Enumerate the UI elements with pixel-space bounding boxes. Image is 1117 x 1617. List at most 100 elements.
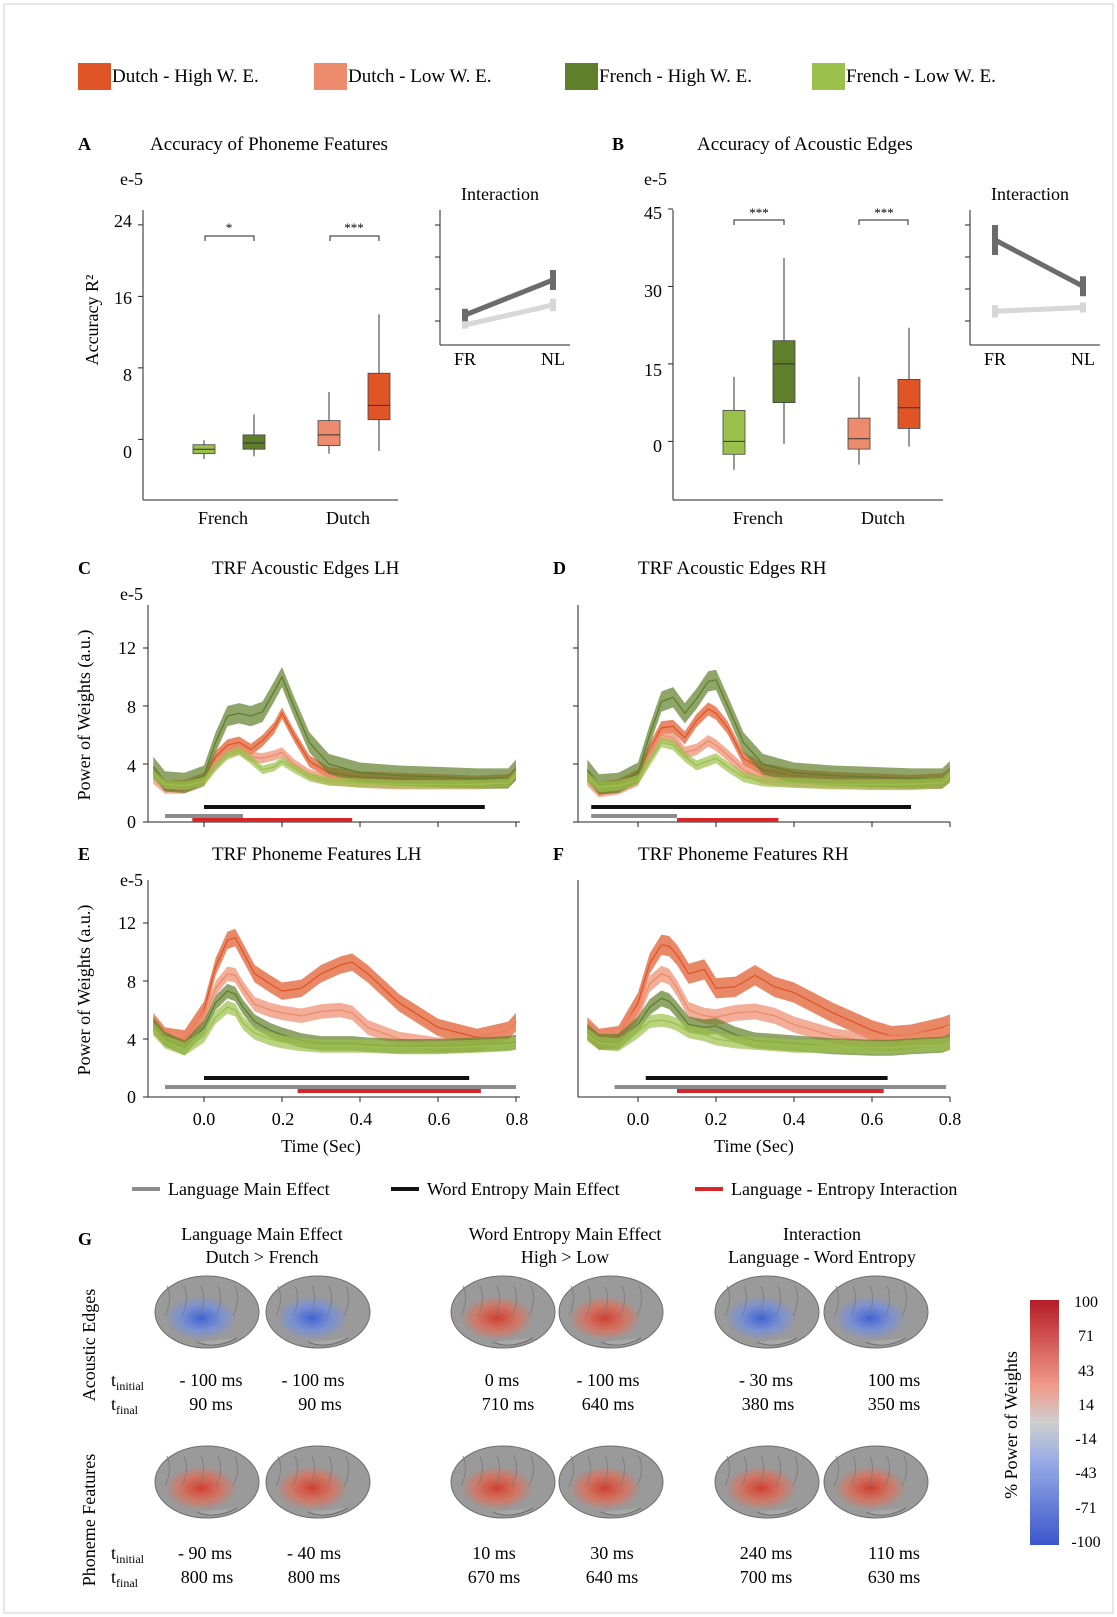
colorbar-tick-71: 71 <box>1078 1328 1094 1345</box>
brain-sulcus-r1-c3-2 <box>494 1285 501 1317</box>
brain-sulcus-r1-c6-3 <box>884 1285 891 1317</box>
r2-c6-final: 630 ms <box>868 1567 921 1587</box>
panel-letter-c: C <box>78 558 91 578</box>
panel-e-ytick-4: 4 <box>127 1030 136 1050</box>
brain-sulcus-r2-c6-1 <box>850 1455 857 1487</box>
r2-c6-initial: 110 ms <box>868 1543 920 1563</box>
brain-cerebellum-r1-c4 <box>600 1337 642 1346</box>
colorbar-tick-minus71: -71 <box>1075 1500 1096 1517</box>
trf-band-3 <box>153 746 517 791</box>
panel-a-exponent: e-5 <box>120 169 143 189</box>
box-body-1 <box>772 340 796 404</box>
brain-activation-r2-c3 <box>461 1466 533 1510</box>
brain-sulcus-r2-c1-2 <box>198 1455 205 1487</box>
panel-letter-d: D <box>553 558 566 578</box>
r2-c4-initial: 30 ms <box>590 1543 634 1563</box>
brain-sulcus-r1-c5-0 <box>724 1285 731 1317</box>
panel-g-col1-line1: Language Main Effect <box>181 1224 343 1244</box>
brain-sulcus-r2-c3-0 <box>460 1455 467 1487</box>
brain-sulcus-r1-c4-0 <box>568 1285 575 1317</box>
trf-band-1 <box>587 965 950 1052</box>
panel-g-col2-line1: Word Entropy Main Effect <box>469 1224 662 1244</box>
brain-r2-c6 <box>823 1445 929 1519</box>
row1-tfinal-label: tfinal <box>111 1394 139 1417</box>
panel-d-title: TRF Acoustic Edges RH <box>638 558 827 579</box>
brain-sulcus-r1-c4-1 <box>585 1285 592 1317</box>
inset-a-lines <box>435 224 556 329</box>
panel-e-exponent: e-5 <box>120 870 143 890</box>
brain-sulcus-r2-c5-3 <box>775 1455 782 1487</box>
box-body-2 <box>317 420 341 447</box>
brain-activation-r1-c4 <box>569 1296 641 1340</box>
inset-a-xtick-fr: FR <box>454 349 476 369</box>
r1-c1-initial: - 100 ms <box>180 1370 243 1390</box>
panel-e-xtick-3: 0.6 <box>428 1109 451 1129</box>
panel-a-boxes <box>138 224 391 460</box>
panel-b-ytick-15: 15 <box>644 360 662 380</box>
brain-cerebellum-r2-c6 <box>865 1507 907 1516</box>
panel-e-ytick-0: 0 <box>127 1087 136 1107</box>
brain-r1-c2 <box>265 1275 371 1349</box>
panel-g-col2-line2: High > Low <box>521 1247 609 1267</box>
r1-c2-initial: - 100 ms <box>282 1370 345 1390</box>
panel-f-xtick-3: 0.6 <box>861 1109 884 1129</box>
panel-g: G Language Main Effect Dutch > French Wo… <box>78 1224 929 1590</box>
panel-f-xtick-4: 0.8 <box>939 1109 962 1129</box>
panel-e-xtick-4: 0.8 <box>506 1109 529 1129</box>
brain-activation-r1-c1 <box>165 1296 237 1340</box>
brain-sulcus-r1-c5-2 <box>758 1285 765 1317</box>
r1-c3-initial: 0 ms <box>485 1370 520 1390</box>
box-body-3 <box>897 378 921 429</box>
r2-c4-final: 640 ms <box>586 1567 639 1587</box>
panel-a-sig-bracket-dutch <box>329 235 380 241</box>
inset-a-xtick-nl: NL <box>541 349 565 369</box>
trf-line-3 <box>586 741 951 788</box>
brain-cerebellum-r2-c3 <box>492 1507 534 1516</box>
panel-a-ytick-24: 24 <box>114 211 132 231</box>
brain-r1-c6 <box>823 1275 929 1349</box>
figure-border <box>3 3 1114 1614</box>
brain-sulcus-r2-c1-1 <box>181 1455 188 1487</box>
panel-e-title: TRF Phoneme Features LH <box>212 844 422 865</box>
colorbar: 100 71 43 14 -14 -43 -71 -100 % Power of… <box>1001 1294 1101 1551</box>
r1-c4-initial: - 100 ms <box>577 1370 640 1390</box>
brain-sulcus-r2-c5-0 <box>724 1455 731 1487</box>
brain-r1-c1 <box>154 1275 260 1349</box>
brain-sulcus-r1-c4-4 <box>636 1285 643 1317</box>
brain-sulcus-r1-c1-4 <box>232 1285 239 1317</box>
r1-c5-initial: - 30 ms <box>739 1370 793 1390</box>
brain-activation-r1-c3 <box>461 1296 533 1340</box>
panel-a-sig-dutch: *** <box>344 220 364 235</box>
bar-legend: Language Main Effect Word Entropy Main E… <box>132 1179 957 1199</box>
panel-b-xtick-dutch: Dutch <box>861 508 905 528</box>
trf-band-0 <box>153 928 517 1048</box>
brain-sulcus-r2-c4-0 <box>568 1455 575 1487</box>
trf-line-3 <box>152 750 517 787</box>
brain-r1-c3 <box>450 1275 556 1349</box>
brain-r1-c4 <box>558 1275 664 1349</box>
panel-e-ytick-12: 12 <box>118 913 136 933</box>
legend-label-french-high: French - High W. E. <box>599 66 752 87</box>
row1-tinitial-label: tinitial <box>111 1370 145 1393</box>
brain-sulcus-r2-c1-0 <box>164 1455 171 1487</box>
group-legend: Dutch - High W. E. Dutch - Low W. E. Fre… <box>78 63 996 90</box>
trf-band-3 <box>587 1013 950 1055</box>
brain-cerebellum-r2-c4 <box>600 1507 642 1516</box>
brain-activation-r1-c5 <box>725 1296 797 1340</box>
colorbar-title: % Power of Weights <box>1001 1351 1021 1499</box>
panel-c: C TRF Acoustic Edges LH e-5 Power of Wei… <box>74 558 520 832</box>
panel-b-interaction: Interaction FR NL <box>965 184 1100 369</box>
panel-e-ylabel: Power of Weights (a.u.) <box>74 905 95 1076</box>
inset-a-title: Interaction <box>461 184 539 204</box>
trf-band-3 <box>153 1000 517 1056</box>
brain-activation-r1-c2 <box>276 1296 348 1340</box>
brain-sulcus-r2-c5-4 <box>792 1455 799 1487</box>
panel-letter-g: G <box>78 1229 92 1249</box>
inset-b-xtick-fr: FR <box>984 349 1006 369</box>
brain-sulcus-r1-c1-3 <box>215 1285 222 1317</box>
brain-sulcus-r2-c6-3 <box>884 1455 891 1487</box>
brain-sulcus-r2-c6-2 <box>867 1455 874 1487</box>
brain-sulcus-r1-c2-0 <box>275 1285 282 1317</box>
panel-c-exponent: e-5 <box>120 584 143 604</box>
brain-activation-r2-c6 <box>834 1466 906 1510</box>
